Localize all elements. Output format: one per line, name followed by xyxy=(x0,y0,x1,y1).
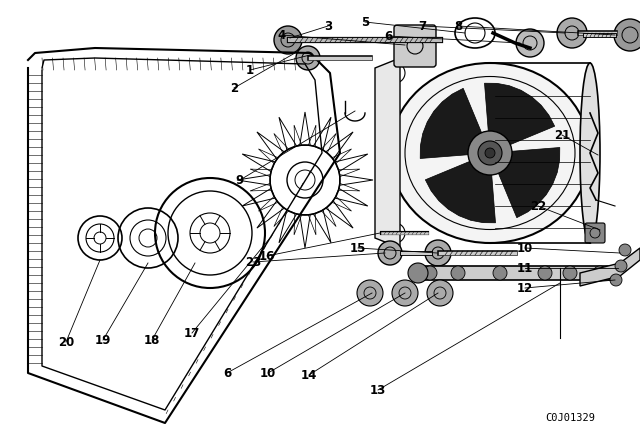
Circle shape xyxy=(425,240,451,266)
Text: 6: 6 xyxy=(384,30,392,43)
Text: 19: 19 xyxy=(95,333,111,346)
Text: 17: 17 xyxy=(184,327,200,340)
Text: 16: 16 xyxy=(259,250,275,263)
Ellipse shape xyxy=(580,63,600,243)
Bar xyxy=(420,266,620,280)
Circle shape xyxy=(423,266,437,280)
Text: 18: 18 xyxy=(144,333,160,346)
Circle shape xyxy=(378,241,402,265)
Text: 21: 21 xyxy=(554,129,570,142)
Text: 23: 23 xyxy=(245,255,261,268)
Text: 5: 5 xyxy=(361,16,369,29)
Circle shape xyxy=(451,266,465,280)
Circle shape xyxy=(392,280,418,306)
Text: 10: 10 xyxy=(517,241,533,254)
Text: 4: 4 xyxy=(278,29,286,42)
Text: 14: 14 xyxy=(301,369,317,382)
Polygon shape xyxy=(420,88,481,159)
FancyBboxPatch shape xyxy=(394,25,436,67)
Text: 8: 8 xyxy=(454,20,462,33)
Circle shape xyxy=(610,274,622,286)
Circle shape xyxy=(619,244,631,256)
Circle shape xyxy=(357,280,383,306)
Text: 13: 13 xyxy=(370,383,386,396)
Text: 11: 11 xyxy=(517,262,533,275)
Text: 15: 15 xyxy=(350,241,366,254)
Text: 9: 9 xyxy=(236,173,244,186)
Circle shape xyxy=(296,46,320,70)
Polygon shape xyxy=(499,147,560,218)
Circle shape xyxy=(614,19,640,51)
Polygon shape xyxy=(375,58,400,248)
Circle shape xyxy=(615,260,627,272)
Text: 2: 2 xyxy=(230,82,238,95)
Text: 3: 3 xyxy=(324,20,332,33)
Circle shape xyxy=(274,26,302,54)
Circle shape xyxy=(468,131,512,175)
Polygon shape xyxy=(484,83,555,145)
Text: 6: 6 xyxy=(223,366,231,379)
Ellipse shape xyxy=(390,63,590,243)
Text: C0J01329: C0J01329 xyxy=(545,413,595,423)
Circle shape xyxy=(478,141,502,165)
Circle shape xyxy=(563,266,577,280)
Polygon shape xyxy=(426,161,495,223)
Circle shape xyxy=(516,29,544,57)
Text: 22: 22 xyxy=(530,199,546,212)
FancyBboxPatch shape xyxy=(585,223,605,243)
Circle shape xyxy=(408,263,428,283)
Circle shape xyxy=(427,280,453,306)
Text: 10: 10 xyxy=(260,366,276,379)
Polygon shape xyxy=(580,248,640,286)
Text: 1: 1 xyxy=(246,64,254,77)
Text: 12: 12 xyxy=(517,281,533,294)
Circle shape xyxy=(538,266,552,280)
Text: 20: 20 xyxy=(58,336,74,349)
Circle shape xyxy=(485,148,495,158)
Circle shape xyxy=(557,18,587,48)
Circle shape xyxy=(593,266,607,280)
Text: 7: 7 xyxy=(418,20,426,33)
Circle shape xyxy=(493,266,507,280)
